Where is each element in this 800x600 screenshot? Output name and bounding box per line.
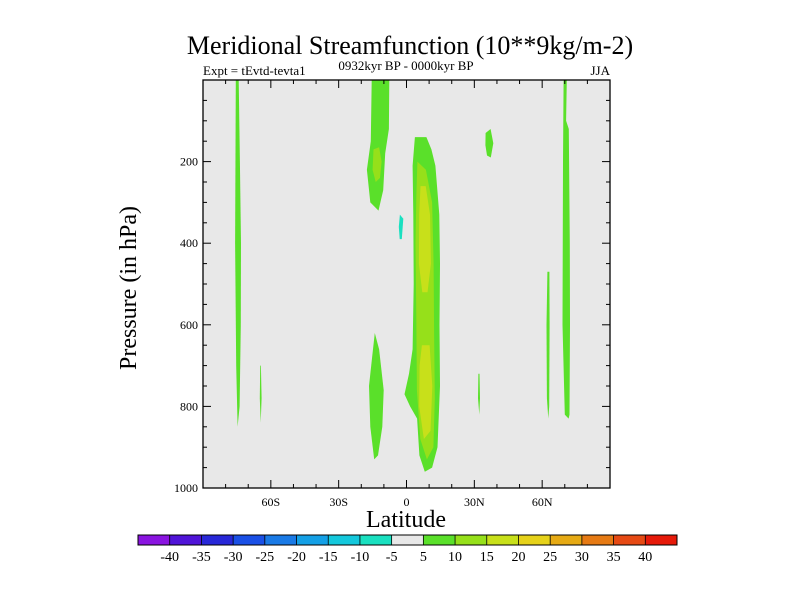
contour-region-nh-midlat-positive-strip	[546, 271, 550, 419]
colorbar-swatch	[581, 535, 614, 545]
y-tick-label: 200	[180, 155, 198, 169]
colorbar-swatch	[391, 535, 424, 545]
x-tick-label: 60N	[532, 495, 553, 509]
colorbar-swatch	[613, 535, 646, 545]
colorbar-swatch	[296, 535, 329, 545]
chart-title: Meridional Streamfunction (10**9kg/m-2)	[187, 31, 633, 60]
x-axis-label: Latitude	[366, 507, 446, 533]
colorbar: -40 -35 -30 -25 -20 -15 -10 -5 5 10 15 20 25 30 35 40	[137, 534, 678, 565]
y-tick-label: 400	[180, 236, 198, 250]
colorbar-level-label: 40	[638, 550, 652, 565]
contour-region-sh-polar-negative-sliver	[243, 345, 246, 419]
colorbar-level-label: 10	[448, 550, 462, 565]
season-label: JJA	[590, 63, 610, 78]
colorbar-swatch	[264, 535, 297, 545]
colorbar-swatch	[233, 535, 266, 545]
plot-background	[203, 80, 610, 488]
y-tick-label: 600	[180, 318, 198, 332]
contour-region-sh-upper-positive-column	[366, 80, 390, 211]
contour-region-sh-lower-positive-lobe	[369, 333, 384, 460]
x-tick-label: 30N	[464, 495, 485, 509]
colorbar-level-label: -5	[386, 550, 398, 565]
contour-region-sh-upper-positive-core	[372, 147, 382, 182]
colorbar-level-label: -25	[255, 550, 274, 565]
colorbar-swatch	[486, 535, 519, 545]
x-tick-label: 60S	[261, 495, 280, 509]
contour-region-nh-upper-positive-blob	[485, 129, 494, 158]
contour-region-nh-subtropical-negative-sliver	[456, 173, 463, 244]
colorbar-level-label: 25	[543, 550, 557, 565]
x-tick-label: 30S	[329, 495, 348, 509]
y-tick-label: 800	[180, 399, 198, 413]
colorbar-swatch	[169, 535, 202, 545]
contour-region-nh-lower-positive-sliver	[478, 373, 480, 415]
y-axis-label: Pressure (in hPa)	[116, 206, 142, 370]
colorbar-swatch	[423, 535, 456, 545]
colorbar-level-label: -20	[287, 550, 306, 565]
contour-region-sh-subtropical-negative-core	[398, 214, 404, 240]
y-tick-label: 1000	[174, 481, 198, 495]
contour-region-sh-subtropical-negative-cell	[386, 165, 404, 342]
colorbar-level-label: -15	[319, 550, 338, 565]
contour-region-nh-polar-positive-strip	[562, 80, 570, 419]
contour-region-tropical-positive-core-upper	[418, 186, 431, 293]
colorbar-level-label: -10	[351, 550, 370, 565]
colorbar-swatch	[550, 535, 583, 545]
tick-layer: 60S 30S 0 30N 60N 200 400 600 800 1000	[174, 80, 610, 509]
contour-region-sh-midlat-positive-strip	[259, 365, 262, 423]
colorbar-level-label: -35	[192, 550, 211, 565]
contour-region-tropical-positive-core-lower	[419, 345, 433, 439]
colorbar-level-label: 20	[511, 550, 525, 565]
contour-layer	[235, 80, 570, 472]
colorbar-swatch	[328, 535, 361, 545]
colorbar-swatch	[138, 535, 171, 545]
colorbar-swatch	[359, 535, 392, 545]
colorbar-level-label: -40	[160, 550, 179, 565]
colorbar-level-label: 30	[575, 550, 589, 565]
colorbar-level-label: -30	[224, 550, 243, 565]
colorbar-swatch	[201, 535, 234, 545]
colorbar-level-label: 15	[480, 550, 494, 565]
colorbar-frame	[137, 534, 678, 546]
experiment-label: Expt = tEvtd-tevta1	[203, 63, 306, 78]
colorbar-swatch	[645, 535, 678, 545]
period-label: 0932kyr BP - 0000kyr BP	[338, 58, 473, 73]
colorbar-swatch	[518, 535, 551, 545]
contour-region-sh-polar-positive-strip	[235, 80, 241, 427]
x-tick-label: 0	[404, 495, 410, 509]
colorbar-level-label: 5	[420, 550, 427, 565]
colorbar-level-label: 35	[607, 550, 621, 565]
colorbar-swatch	[455, 535, 488, 545]
